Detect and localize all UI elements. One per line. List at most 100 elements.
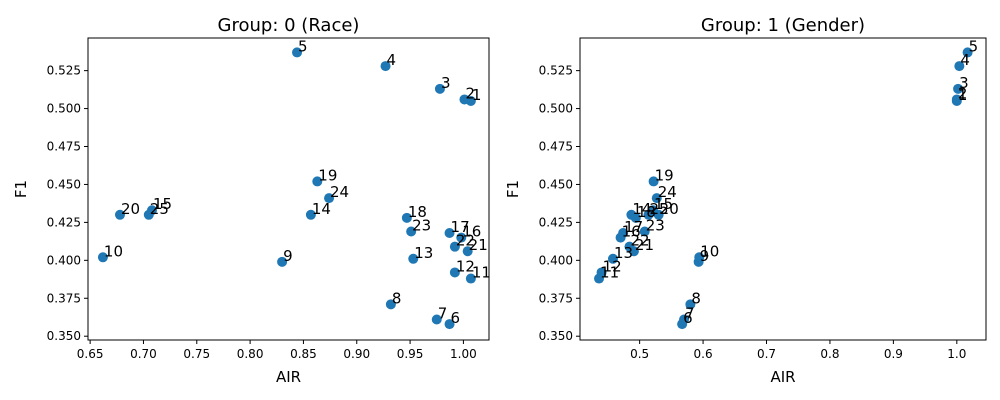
data-point	[114, 209, 125, 220]
x-tick-label: 0.70	[130, 347, 157, 361]
point-label: 19	[318, 166, 337, 184]
x-tick-label: 0.75	[183, 347, 210, 361]
point-label: 6	[451, 309, 461, 327]
point-label: 20	[660, 200, 679, 218]
y-tick-label: 0.475	[47, 140, 81, 154]
x-tick-label: 0.5	[630, 347, 649, 361]
data-point	[951, 94, 962, 105]
point-label: 19	[655, 166, 674, 184]
point-label: 12	[456, 257, 475, 275]
data-point	[406, 226, 417, 237]
data-point	[444, 319, 455, 330]
y-tick-label: 0.525	[47, 64, 81, 78]
y-tick-label: 0.425	[539, 215, 573, 229]
point-label: 6	[683, 309, 693, 327]
y-tick-label: 0.350	[539, 329, 573, 343]
x-axis-label: AIR	[770, 368, 795, 386]
x-tick-label: 0.9	[884, 347, 903, 361]
point-label: 16	[462, 223, 481, 241]
data-point	[444, 228, 455, 239]
data-point	[434, 83, 445, 94]
x-tick-label: 0.8	[820, 347, 839, 361]
chart-panel-1: Group: 1 (Gender) 0.5 0.6 0.7 0.8 0.9 1.0 0.350…	[504, 15, 987, 386]
point-label: 14	[632, 200, 651, 218]
data-point	[596, 267, 607, 278]
point-label: 18	[408, 203, 427, 221]
data-point	[277, 256, 288, 267]
y-tick-label: 0.375	[539, 291, 573, 305]
x-tick-label: 0.80	[237, 347, 264, 361]
data-point	[954, 61, 965, 72]
x-tick-label: 0.65	[77, 347, 104, 361]
point-label: 8	[691, 289, 701, 307]
data-point	[431, 314, 442, 325]
point-label: 11	[472, 264, 491, 282]
point-label: 24	[658, 183, 677, 201]
x-tick-label: 0.7	[757, 347, 776, 361]
data-point	[643, 209, 654, 220]
y-tick-label: 0.500	[539, 102, 573, 116]
point-label: 24	[330, 183, 349, 201]
x-tick-label: 0.6	[694, 347, 713, 361]
point-label: 2	[958, 84, 968, 102]
chart-title: Group: 0 (Race)	[218, 15, 360, 36]
point-label: 3	[441, 74, 451, 92]
point-label: 22	[630, 232, 649, 250]
point-label: 13	[614, 244, 633, 262]
data-point	[462, 246, 473, 257]
y-tick-label: 0.375	[47, 291, 81, 305]
point-label: 15	[654, 195, 673, 213]
y-tick-label: 0.400	[47, 253, 81, 267]
x-tick-label: 1.00	[450, 347, 477, 361]
data-point	[459, 94, 470, 105]
point-label: 13	[414, 244, 433, 262]
point-label: 1	[472, 86, 482, 104]
x-tick-label: 1.0	[947, 347, 966, 361]
data-point	[408, 253, 419, 264]
point-label: 4	[387, 51, 397, 69]
data-point	[401, 212, 412, 223]
data-point	[456, 232, 467, 243]
x-tick-label: 0.85	[290, 347, 317, 361]
data-point	[97, 252, 108, 263]
point-label: 9	[700, 247, 710, 265]
point-label: 23	[412, 216, 431, 234]
point-label: 4	[960, 51, 970, 69]
y-tick-label: 0.400	[539, 253, 573, 267]
data-point	[685, 299, 696, 310]
point-label: 3	[959, 74, 969, 92]
data-point	[953, 83, 964, 94]
data-point	[465, 273, 476, 284]
data-point	[639, 226, 650, 237]
data-point	[651, 193, 662, 204]
point-label: 10	[104, 242, 123, 260]
point-label: 23	[646, 216, 665, 234]
data-point	[694, 252, 705, 263]
point-label: 25	[650, 200, 669, 218]
point-label: 22	[456, 232, 475, 250]
data-point	[618, 228, 629, 239]
data-point	[653, 209, 664, 220]
point-label: 21	[469, 236, 488, 254]
point-label: 10	[700, 242, 719, 260]
y-axis-label: F1	[12, 180, 30, 198]
point-label: 9	[283, 247, 293, 265]
y-tick-label: 0.450	[539, 177, 573, 191]
chart-title: Group: 1 (Gender)	[701, 15, 865, 36]
point-label: 17	[624, 218, 643, 236]
y-tick-label: 0.500	[47, 102, 81, 116]
y-tick-label: 0.450	[47, 177, 81, 191]
point-label: 5	[969, 37, 979, 55]
point-label: 21	[635, 236, 654, 254]
point-label: 15	[153, 195, 172, 213]
data-point	[679, 314, 690, 325]
data-point	[449, 241, 460, 252]
data-point	[449, 267, 460, 278]
x-tick-label: 0.95	[397, 347, 424, 361]
data-point	[648, 176, 659, 187]
data-point	[380, 61, 391, 72]
point-label: 17	[451, 218, 470, 236]
y-axis-label: F1	[504, 180, 522, 198]
y-tick-label: 0.475	[539, 140, 573, 154]
